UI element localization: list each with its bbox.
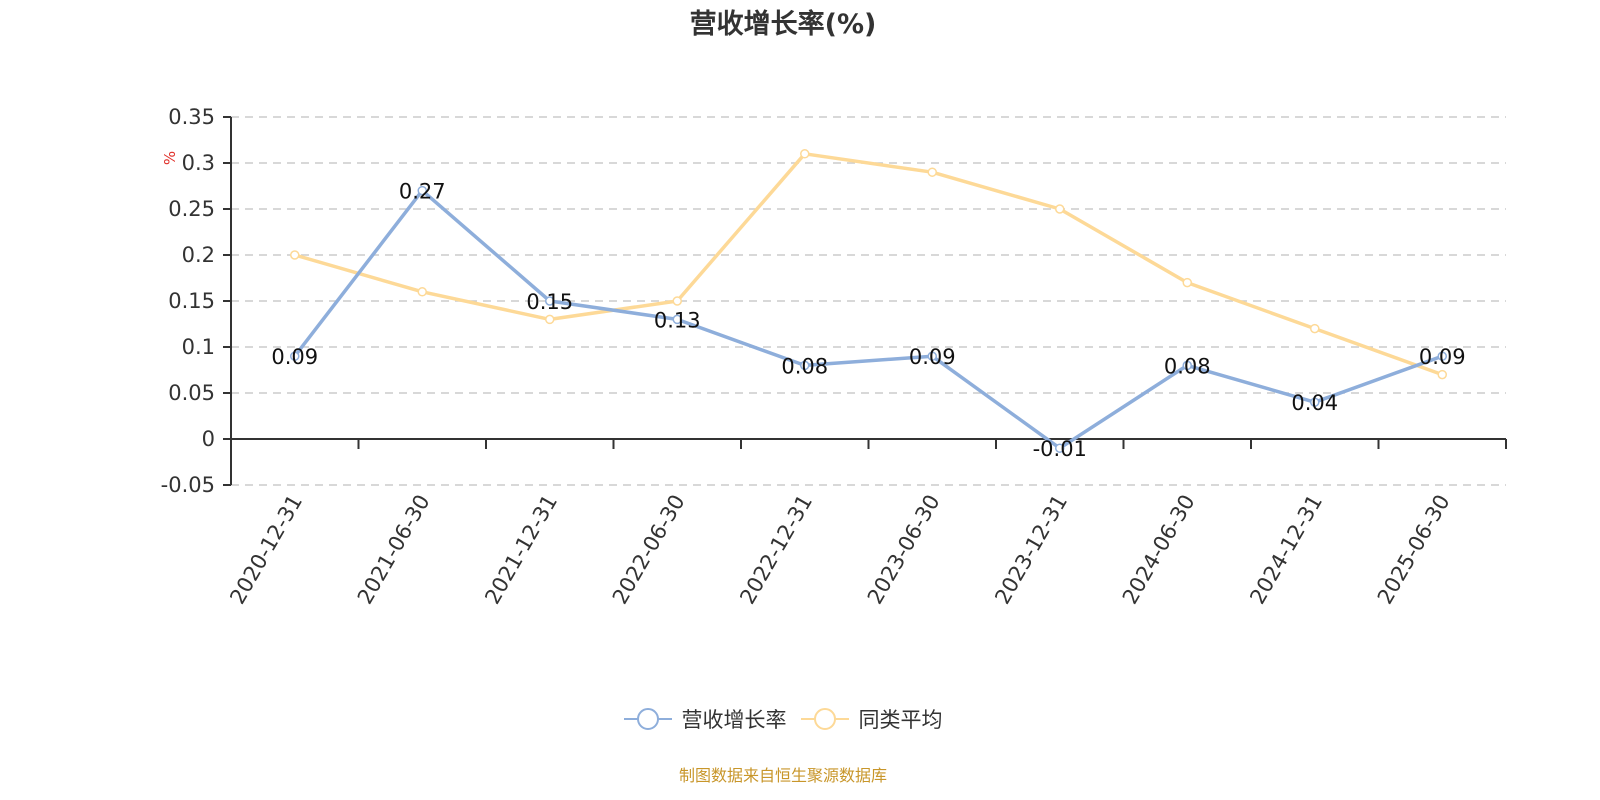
- data-point: [927, 351, 937, 361]
- data-label: 0.08: [781, 354, 828, 378]
- legend-item-revenue-growth[interactable]: 营收增长率: [623, 704, 787, 734]
- x-tick-label: 2021-12-31: [480, 491, 562, 609]
- data-label: 0.09: [909, 345, 956, 369]
- y-tick-label: 0: [202, 427, 215, 451]
- legend-line-circle-icon: [623, 708, 672, 730]
- data-point: [1055, 204, 1065, 214]
- y-tick-label: -0.05: [161, 473, 215, 497]
- data-point: [290, 351, 300, 361]
- data-label: -0.01: [1033, 437, 1087, 461]
- data-point: [927, 167, 937, 177]
- data-label: 0.15: [526, 290, 573, 314]
- y-tick-label: 0.15: [168, 289, 215, 313]
- data-point: [1055, 443, 1065, 453]
- data-point: [800, 149, 810, 159]
- data-point: [545, 296, 555, 306]
- legend: 营收增长率 同类平均: [0, 704, 1566, 734]
- data-point: [545, 314, 555, 325]
- data-point: [417, 185, 427, 196]
- data-label: 0.09: [271, 345, 318, 369]
- x-tick-label: 2025-06-30: [1373, 491, 1455, 609]
- data-label: 0.13: [654, 308, 701, 332]
- y-tick-label: 0.1: [182, 335, 215, 359]
- y-tick-label: 0.25: [168, 197, 215, 221]
- y-tick-label: 0.2: [182, 243, 215, 267]
- x-tick-label: 2023-06-30: [863, 491, 945, 609]
- y-axis-unit-label: %: [161, 151, 179, 165]
- data-point: [1310, 323, 1320, 334]
- y-tick-label: 0.35: [168, 105, 215, 129]
- data-point: [1310, 397, 1320, 407]
- legend-label: 营收增长率: [681, 708, 787, 732]
- line-chart: 0.35 0.3 0.25 0.2 0.15 0.1 0.05 0 -0.05% 2020-12-…: [161, 105, 1507, 609]
- chart-title: 营收增长率(%): [689, 9, 877, 40]
- data-point: [672, 314, 682, 325]
- data-source-note: 制图数据来自恒生聚源数据库: [678, 766, 887, 785]
- x-tick-label: 2022-12-31: [735, 491, 817, 609]
- x-tick-label: 2024-06-30: [1118, 491, 1200, 609]
- data-point: [800, 360, 810, 371]
- data-label: 0.08: [1164, 354, 1211, 378]
- data-point: [1437, 369, 1447, 380]
- x-tick-label: 2023-12-31: [990, 491, 1072, 609]
- series-line-peer-average: [294, 152, 1443, 377]
- x-tick-label: 2022-06-30: [608, 491, 690, 609]
- data-point: [290, 250, 300, 260]
- x-tick-label: 2024-12-31: [1245, 491, 1327, 609]
- data-point: [1182, 360, 1192, 371]
- data-label: 0.09: [1419, 345, 1466, 369]
- series-line-revenue-growth: [293, 188, 1443, 450]
- data-point: [417, 287, 427, 297]
- data-point: [1437, 351, 1447, 361]
- x-tick-label: 2021-06-30: [353, 491, 435, 609]
- y-tick-label: 0.3: [182, 151, 215, 175]
- data-label: 0.27: [399, 180, 446, 204]
- legend-line-circle-icon: [800, 708, 849, 730]
- y-tick-label: 0.05: [168, 381, 215, 405]
- data-point: [1182, 277, 1192, 288]
- legend-item-peer-average[interactable]: 同类平均: [800, 704, 943, 734]
- legend-label: 同类平均: [858, 708, 943, 732]
- data-point: [672, 296, 682, 306]
- data-label: 0.04: [1291, 391, 1338, 415]
- x-tick-label: 2020-12-31: [225, 491, 307, 609]
